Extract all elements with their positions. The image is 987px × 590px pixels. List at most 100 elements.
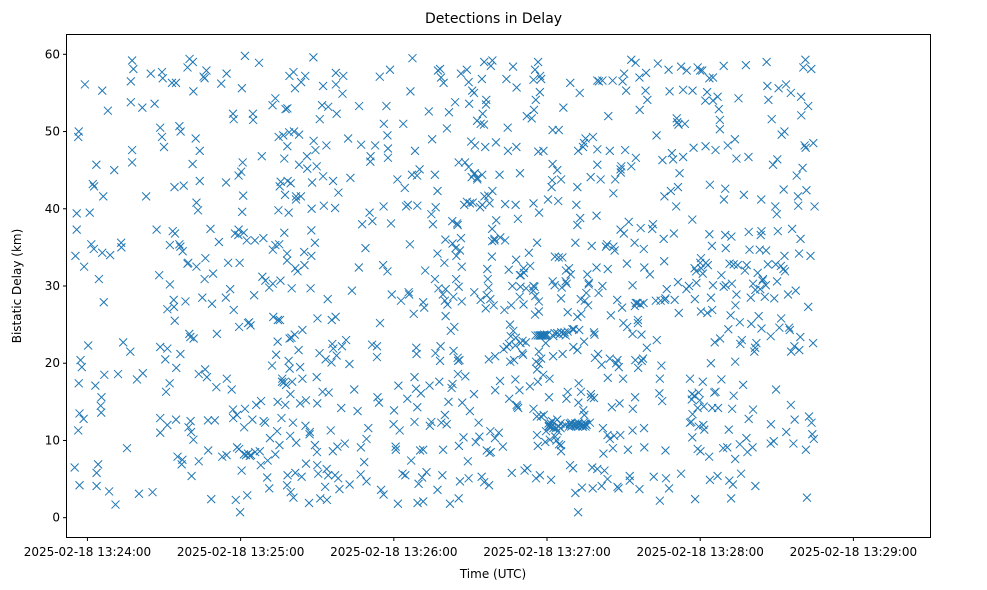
data-point bbox=[708, 96, 718, 105]
data-point bbox=[187, 471, 196, 481]
data-point bbox=[305, 427, 315, 437]
data-point bbox=[761, 246, 771, 255]
data-point bbox=[445, 499, 455, 509]
data-point bbox=[96, 408, 106, 418]
data-point bbox=[618, 374, 628, 384]
data-point bbox=[592, 464, 602, 474]
data-point bbox=[300, 71, 310, 81]
data-point bbox=[512, 400, 521, 410]
data-point bbox=[322, 141, 331, 150]
data-point bbox=[639, 244, 649, 254]
data-point bbox=[561, 277, 571, 286]
data-point bbox=[722, 443, 732, 452]
data-point bbox=[234, 225, 243, 234]
data-point bbox=[92, 160, 101, 170]
data-point bbox=[479, 120, 489, 129]
data-point bbox=[246, 321, 255, 330]
chart-title: Detections in Delay bbox=[425, 11, 562, 27]
data-point bbox=[705, 73, 714, 83]
data-point bbox=[491, 216, 501, 225]
data-point bbox=[545, 374, 554, 384]
data-point bbox=[786, 347, 796, 356]
data-point bbox=[356, 470, 365, 479]
data-point bbox=[444, 397, 453, 407]
data-point bbox=[673, 277, 683, 287]
data-point bbox=[756, 195, 766, 204]
data-point bbox=[525, 382, 535, 391]
data-point bbox=[192, 198, 201, 207]
data-point bbox=[727, 279, 737, 289]
data-point bbox=[730, 454, 740, 464]
data-point bbox=[154, 270, 164, 280]
data-point bbox=[383, 266, 392, 276]
data-point bbox=[495, 376, 505, 386]
data-point bbox=[357, 219, 367, 229]
data-point bbox=[479, 57, 489, 67]
data-point bbox=[194, 369, 204, 379]
data-point bbox=[90, 381, 100, 390]
data-point bbox=[290, 468, 300, 478]
data-point bbox=[157, 132, 167, 142]
data-point bbox=[536, 412, 546, 421]
data-point bbox=[676, 469, 686, 479]
data-point bbox=[162, 420, 172, 430]
data-point bbox=[338, 89, 347, 99]
data-point bbox=[455, 477, 465, 486]
data-point bbox=[742, 433, 751, 443]
data-point bbox=[286, 487, 296, 497]
data-point bbox=[317, 100, 327, 110]
data-point bbox=[672, 117, 682, 127]
data-point bbox=[404, 287, 413, 297]
data-point bbox=[409, 309, 419, 319]
data-point bbox=[735, 317, 745, 327]
data-point bbox=[280, 190, 290, 200]
data-point bbox=[291, 195, 301, 204]
data-point bbox=[368, 216, 377, 226]
data-point bbox=[274, 239, 284, 249]
data-point bbox=[75, 480, 84, 490]
data-point bbox=[155, 123, 165, 133]
data-point bbox=[500, 236, 510, 245]
data-point bbox=[785, 325, 795, 335]
data-point bbox=[449, 322, 459, 332]
data-point bbox=[728, 480, 738, 489]
y-tick-label: 30 bbox=[45, 279, 60, 293]
data-point bbox=[628, 404, 638, 414]
data-point bbox=[248, 415, 257, 424]
data-point bbox=[92, 481, 101, 491]
data-point bbox=[796, 234, 805, 244]
data-point bbox=[313, 469, 323, 479]
data-point bbox=[502, 74, 511, 84]
data-point bbox=[789, 439, 798, 448]
data-point bbox=[394, 381, 403, 390]
data-point bbox=[239, 228, 249, 238]
data-point bbox=[583, 300, 593, 310]
data-point bbox=[791, 286, 801, 295]
y-tick-label: 0 bbox=[52, 511, 60, 525]
data-point bbox=[178, 246, 188, 256]
data-point bbox=[524, 248, 534, 258]
data-point bbox=[661, 294, 670, 303]
data-point bbox=[73, 426, 83, 435]
data-point bbox=[159, 142, 169, 152]
data-point bbox=[689, 143, 698, 153]
data-point bbox=[410, 146, 420, 156]
data-point bbox=[574, 325, 584, 335]
data-point bbox=[755, 284, 765, 294]
data-point bbox=[807, 429, 817, 439]
data-point bbox=[452, 251, 461, 261]
data-point bbox=[345, 359, 354, 369]
data-point bbox=[769, 436, 779, 446]
data-point bbox=[665, 87, 674, 96]
data-point bbox=[389, 405, 399, 415]
data-point bbox=[295, 399, 305, 408]
data-point bbox=[699, 425, 709, 435]
data-point bbox=[610, 246, 620, 255]
data-point bbox=[807, 418, 816, 428]
data-point bbox=[530, 282, 539, 292]
data-point bbox=[268, 245, 278, 255]
data-point bbox=[477, 200, 487, 210]
data-point bbox=[484, 355, 494, 364]
data-point bbox=[263, 456, 273, 465]
data-point bbox=[608, 443, 618, 453]
